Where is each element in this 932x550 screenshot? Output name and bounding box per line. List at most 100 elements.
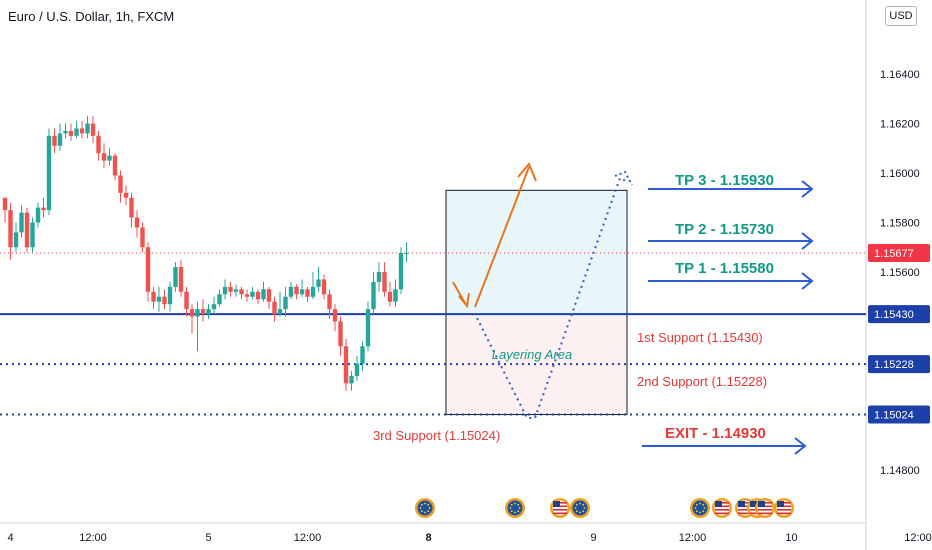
y-tick-label: 1.14800 xyxy=(880,465,920,477)
candle-body xyxy=(222,286,228,295)
candle-body xyxy=(30,222,35,248)
candle-body xyxy=(79,128,85,134)
candle-body xyxy=(211,304,217,310)
candle-body xyxy=(178,267,184,292)
current-price-badge-bg xyxy=(868,243,930,262)
target-label-2: TP 2 - 1.15730 xyxy=(675,221,774,238)
x-tick-label: 4 xyxy=(7,532,13,544)
candle-body xyxy=(123,192,129,198)
us-flag-icon xyxy=(774,498,794,518)
candles xyxy=(2,116,409,391)
candle-body xyxy=(299,289,305,295)
currency-button[interactable]: USD xyxy=(885,6,917,26)
target-arrowhead-4 xyxy=(794,437,807,455)
target-label-1: TP 3 - 1.15930 xyxy=(675,172,774,189)
support-label-3: 3rd Support (1.15024) xyxy=(373,428,500,443)
candle-body xyxy=(321,279,327,295)
candle-body xyxy=(272,301,277,315)
candle-body xyxy=(41,207,46,211)
candle-body xyxy=(250,291,255,297)
support-label-2: 2nd Support (1.15228) xyxy=(637,374,767,389)
candle-body xyxy=(200,309,206,315)
candle-body xyxy=(255,291,261,300)
candle-body xyxy=(46,135,52,211)
candle-body xyxy=(398,252,404,290)
x-tick-label: 8 xyxy=(425,532,431,544)
layering-zone xyxy=(445,313,628,416)
candle-body xyxy=(107,155,112,161)
candle-body xyxy=(19,212,24,233)
x-tick-label: 9 xyxy=(590,532,596,544)
current-price-badge: 1.15677 xyxy=(874,248,914,260)
y-tick-label: 1.16200 xyxy=(880,119,920,131)
candle-body xyxy=(228,286,233,292)
candle-body xyxy=(206,309,211,315)
candle-body xyxy=(90,123,96,136)
candle-body xyxy=(349,375,354,384)
candle-body xyxy=(327,294,332,310)
candle-body xyxy=(354,363,360,376)
candle-body xyxy=(162,296,167,305)
candle-body xyxy=(376,272,382,282)
us-flag-icon xyxy=(550,498,570,518)
target-label-4: EXIT - 1.14930 xyxy=(665,425,766,442)
candle-body xyxy=(35,207,41,223)
support-badge-2-bg xyxy=(868,355,930,374)
candle-body xyxy=(233,289,239,292)
candle-body xyxy=(96,135,101,154)
x-tick-label: 10 xyxy=(785,532,797,544)
candle-body xyxy=(195,309,200,317)
candle-body xyxy=(173,267,178,287)
support-badge-3-bg xyxy=(868,405,930,424)
support-badge-1: 1.15430 xyxy=(874,309,914,321)
orange-drop-arrowhead xyxy=(458,292,470,309)
support-badge-1-bg xyxy=(868,305,930,324)
candle-body xyxy=(404,252,409,254)
candle-body xyxy=(63,130,68,134)
eu-flag-icon xyxy=(415,498,435,518)
candle-body xyxy=(343,346,349,384)
us-flag-icon xyxy=(712,498,732,518)
candle-body xyxy=(371,281,376,310)
y-tick-label: 1.16000 xyxy=(880,168,920,180)
candle-body xyxy=(332,309,338,322)
candle-body xyxy=(217,294,222,305)
candle-body xyxy=(145,247,151,292)
x-tick-label: 12:00 xyxy=(294,532,322,544)
candle-body xyxy=(140,227,145,248)
candle-body xyxy=(118,175,123,193)
support-badge-2: 1.15228 xyxy=(874,359,914,371)
projection-arrowhead xyxy=(614,170,633,186)
candle-body xyxy=(151,291,156,302)
eu-flag-icon xyxy=(570,498,590,518)
support-label-1: 1st Support (1.15430) xyxy=(637,330,763,345)
candle-body xyxy=(283,296,288,310)
candle-body xyxy=(24,212,30,248)
candle-body xyxy=(8,210,13,248)
candle-body xyxy=(288,286,294,297)
x-tick-label: 5 xyxy=(205,532,211,544)
candle-body xyxy=(112,155,118,176)
candle-body xyxy=(305,289,310,297)
target-arrowhead-1 xyxy=(801,180,814,198)
candle-body xyxy=(129,197,134,218)
target-arrowhead-3 xyxy=(801,272,814,290)
candle-body xyxy=(156,296,162,302)
candle-body xyxy=(167,286,173,305)
x-tick-label: 12:00 xyxy=(904,532,932,544)
candle-body xyxy=(244,294,250,297)
target-label-3: TP 1 - 1.15580 xyxy=(675,260,774,277)
eu-flag-icon xyxy=(690,498,710,518)
candle-body xyxy=(294,286,299,295)
candle-body xyxy=(85,123,90,134)
orange-rise-line xyxy=(474,166,530,308)
candle-body xyxy=(261,289,266,300)
orange-rise-arrowhead xyxy=(517,162,537,182)
candle-body xyxy=(365,309,371,347)
y-tick-label: 1.15800 xyxy=(880,218,920,230)
eu-flag-icon xyxy=(505,498,525,518)
target-arrowhead-2 xyxy=(801,232,814,250)
x-tick-label: 12:00 xyxy=(679,532,707,544)
support-badge-3: 1.15024 xyxy=(874,410,914,422)
